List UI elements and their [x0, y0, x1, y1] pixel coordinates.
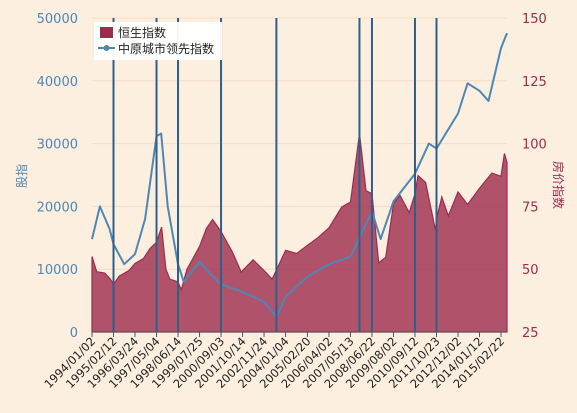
property-index-line: [91, 32, 508, 318]
hsi-area-series: [91, 133, 508, 333]
hsi-area: [91, 133, 508, 333]
y-right-tick-label: 50: [522, 263, 539, 278]
vertical-marker-lines: [112, 18, 438, 332]
y-right-tick-label: 150: [522, 12, 547, 27]
legend-box: [94, 22, 222, 60]
property-index-line-series: [91, 32, 508, 318]
y-left-tick-label: 20000: [37, 200, 78, 215]
legend-label-property: 中原城市领先指数: [118, 41, 214, 56]
y-left-tick-label: 40000: [37, 75, 78, 90]
y-left-tick-label: 0: [70, 326, 78, 341]
legend-swatch-hsi: [100, 27, 113, 38]
legend: 恒生指数 中原城市领先指数: [94, 22, 222, 60]
y-right-axis-title: 房价指数: [551, 161, 566, 209]
y-right-tick-label: 75: [522, 200, 539, 215]
y-left-tick-label: 30000: [37, 138, 78, 153]
axes: 0 10000 20000 30000 40000 50000 25 50 75 100 125 15…: [37, 12, 547, 391]
y-left-tick-label: 10000: [37, 263, 78, 278]
y-right-tick-label: 25: [522, 326, 539, 341]
y-left-tick-label: 50000: [37, 12, 78, 27]
y-left-axis-title: 股指: [14, 164, 29, 188]
legend-marker-property: [103, 45, 110, 51]
y-right-tick-label: 100: [522, 138, 547, 153]
y-right-tick-label: 125: [522, 75, 547, 90]
legend-label-hsi: 恒生指数: [118, 25, 166, 40]
